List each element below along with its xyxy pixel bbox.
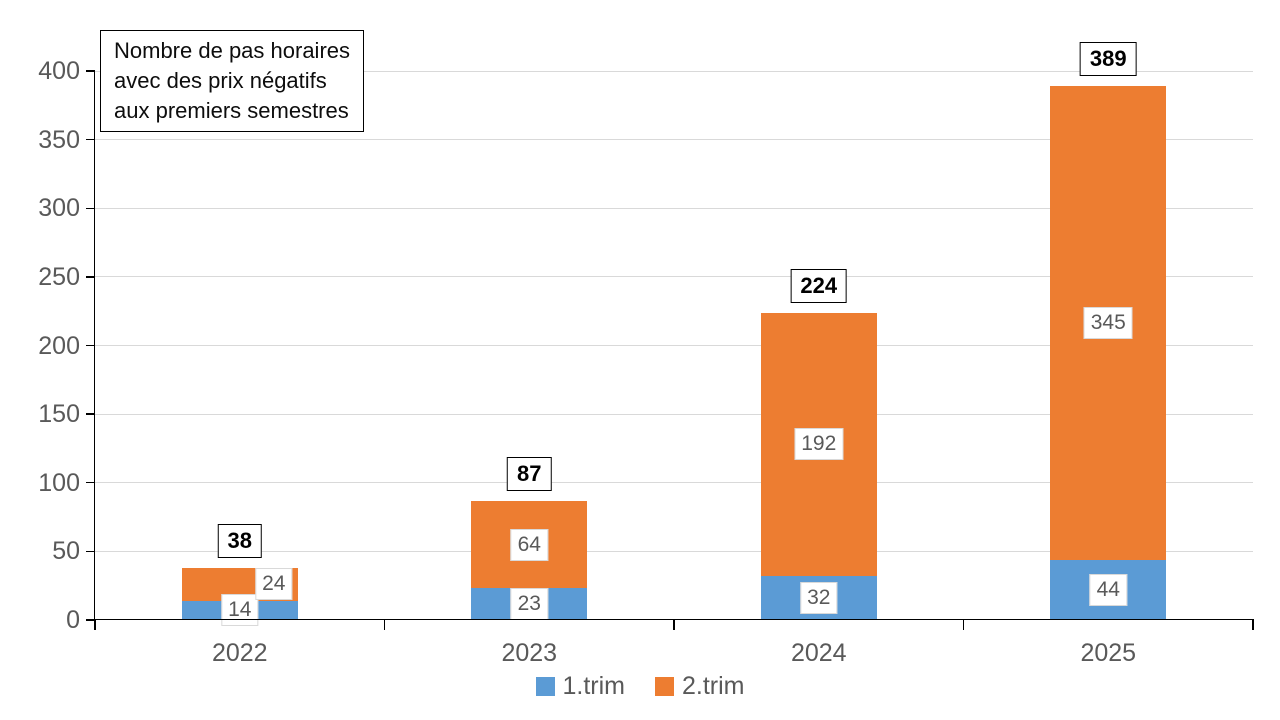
- segment-value-label: 192: [794, 428, 844, 461]
- segment-value-label: 345: [1083, 306, 1133, 339]
- y-axis-tick: [86, 70, 95, 72]
- gridline: [95, 207, 1253, 209]
- gridline: [95, 482, 1253, 484]
- x-axis-tick: [673, 620, 675, 630]
- chart-legend: 1.trim 2.trim: [0, 671, 1280, 702]
- y-axis-tick-label: 50: [52, 537, 80, 566]
- x-axis-tick: [962, 620, 965, 630]
- total-value-label: 38: [217, 523, 262, 558]
- chart-title-box: Nombre de pas horaires avec des prix nég…: [100, 30, 365, 132]
- x-axis-category-label: 2023: [501, 639, 558, 667]
- y-axis-tick-label: 200: [38, 331, 80, 360]
- x-axis-tick: [383, 620, 386, 630]
- x-axis-category-label: 2022: [211, 639, 268, 667]
- y-axis-tick: [86, 550, 95, 553]
- segment-value-label: 14: [221, 594, 259, 627]
- x-axis-tick: [1252, 620, 1254, 630]
- gridline: [95, 139, 1253, 141]
- total-value-label: 224: [790, 268, 848, 303]
- y-axis-tick-label: 400: [38, 57, 80, 85]
- y-axis-tick: [86, 344, 95, 347]
- total-value-label: 87: [507, 456, 552, 491]
- y-axis-tick-label: 0: [66, 606, 80, 634]
- y-axis-tick-label: 300: [38, 194, 80, 223]
- x-axis-category-label: 2024: [790, 639, 847, 667]
- y-axis-tick: [86, 138, 95, 141]
- gridline: [95, 345, 1253, 346]
- total-value-label: 389: [1079, 42, 1137, 77]
- y-axis-tick-label: 250: [38, 262, 80, 291]
- segment-value-label: 32: [800, 582, 838, 615]
- gridline: [95, 276, 1253, 278]
- x-axis-tick: [94, 620, 96, 630]
- y-axis-tick-label: 100: [38, 468, 80, 497]
- x-axis-line: [93, 618, 1255, 620]
- gridline: [95, 550, 1253, 552]
- y-axis-tick: [86, 619, 95, 621]
- legend-item-1.trim: 1.trim: [535, 671, 626, 702]
- legend-label: 2.trim: [682, 672, 745, 700]
- chart-title-line-1: Nombre de pas horaires: [114, 38, 351, 63]
- y-axis-tick: [86, 482, 95, 484]
- segment-value-label: 24: [255, 568, 293, 601]
- legend-label: 1.trim: [562, 672, 626, 700]
- y-axis-tick-label: 150: [38, 400, 80, 429]
- legend-item-2.trim: 2.trim: [655, 671, 745, 702]
- segment-value-label: 23: [510, 588, 548, 621]
- y-axis-tick: [86, 276, 95, 278]
- chart-title-line-2: avec des prix négatifs: [114, 68, 327, 93]
- y-axis-tick: [86, 207, 95, 209]
- y-axis-line: [93, 71, 95, 621]
- y-axis-tick-label: 350: [38, 125, 80, 154]
- gridline: [95, 70, 1253, 72]
- legend-swatch: [535, 677, 555, 696]
- x-axis-category-label: 2025: [1080, 639, 1137, 667]
- segment-value-label: 44: [1089, 573, 1127, 606]
- y-axis-tick: [86, 413, 95, 415]
- chart-title-line-3: aux premiers semestres: [114, 98, 349, 123]
- gridline: [95, 413, 1253, 415]
- segment-value-label: 64: [510, 528, 548, 561]
- legend-swatch: [655, 677, 674, 696]
